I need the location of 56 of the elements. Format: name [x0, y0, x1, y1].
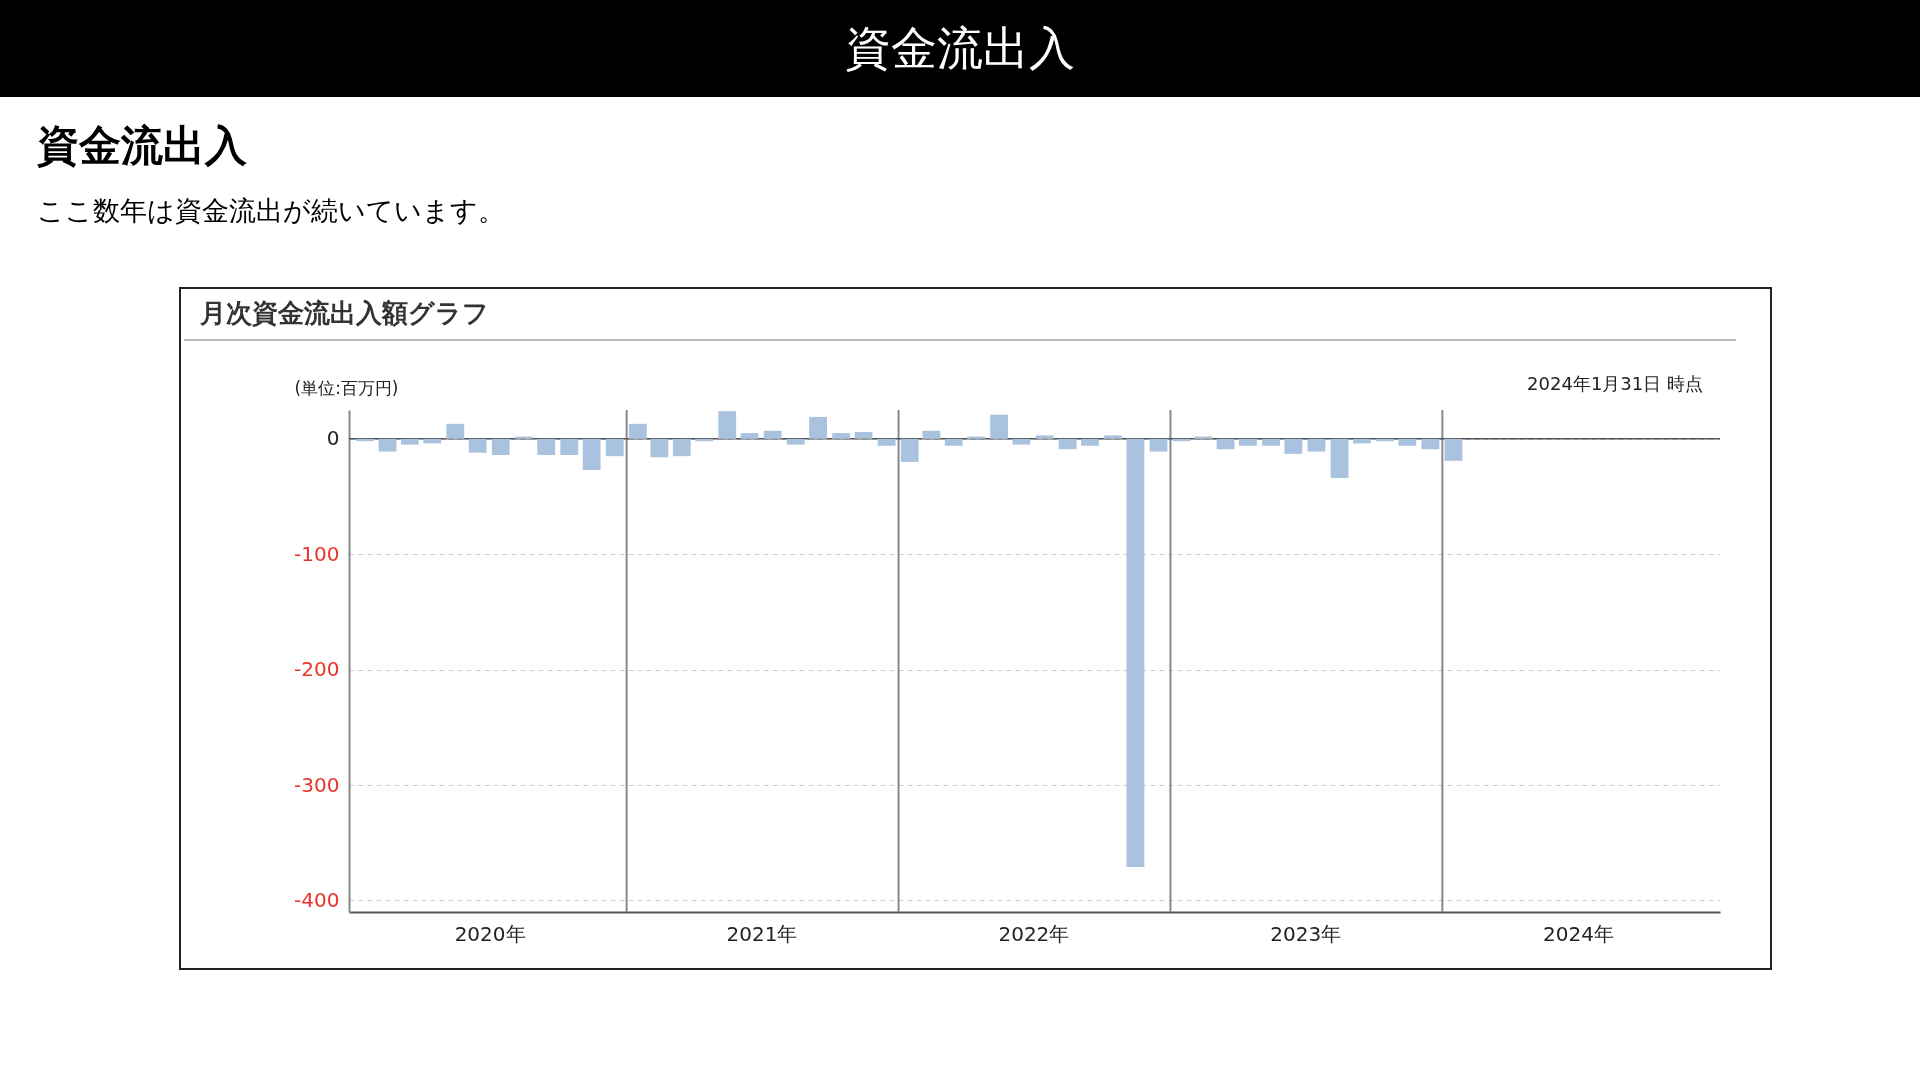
bar	[1284, 438, 1303, 454]
x-tick-label: 2022年	[998, 921, 1070, 946]
x-tick-label: 2021年	[726, 921, 798, 946]
y-tick-label: -300	[294, 772, 340, 797]
bar	[1444, 438, 1463, 461]
bar	[922, 430, 941, 439]
bar	[809, 416, 827, 439]
y-tick-label: -400	[294, 887, 340, 912]
bar	[1398, 438, 1417, 446]
bar	[990, 414, 1009, 439]
bar	[628, 423, 647, 439]
bar	[740, 433, 759, 439]
bar	[1216, 438, 1235, 450]
bar	[605, 438, 624, 457]
text: 2024年1月31日 時点	[1527, 372, 1703, 396]
bar	[1330, 438, 1349, 479]
y-axis-title: (単位:百万円)	[294, 377, 399, 398]
bar	[944, 438, 963, 446]
bar	[1126, 438, 1145, 867]
chart-subtitle: ここ数年は資金流出が続いています。	[37, 194, 505, 228]
bar	[900, 438, 919, 462]
bar	[672, 438, 691, 457]
bar	[1035, 435, 1054, 439]
bar	[378, 438, 397, 452]
bar	[1058, 438, 1077, 450]
x-tick-label: 2024年	[1542, 921, 1614, 946]
bar	[491, 438, 510, 456]
bar	[786, 438, 805, 445]
bar	[1081, 438, 1099, 446]
bar	[1421, 438, 1440, 450]
bar	[582, 438, 601, 471]
y-tick-label: -200	[294, 657, 340, 682]
bar	[1307, 438, 1326, 452]
bar	[718, 411, 737, 439]
bar	[1012, 438, 1031, 445]
bar	[560, 438, 579, 456]
bar	[854, 431, 873, 439]
x-tick-label: 2020年	[454, 921, 526, 946]
bar	[468, 438, 487, 453]
bar	[1149, 438, 1168, 452]
bar	[763, 430, 782, 439]
text: 資金流出入	[37, 120, 247, 172]
bar	[400, 438, 419, 445]
bar	[1239, 438, 1257, 446]
bar	[446, 423, 465, 439]
y-tick-label: -100	[294, 541, 340, 566]
bar	[650, 438, 669, 458]
bar	[832, 433, 851, 439]
x-tick-label: 2023年	[1270, 921, 1342, 946]
bar	[1104, 435, 1122, 439]
bar	[877, 438, 896, 446]
text: 月次資金流出入額グラフ	[200, 297, 489, 330]
y-tick-label: 0	[326, 426, 340, 451]
bar	[1262, 438, 1280, 446]
bar	[537, 438, 556, 456]
chart-title: 資金流出入	[0, 0, 1920, 97]
